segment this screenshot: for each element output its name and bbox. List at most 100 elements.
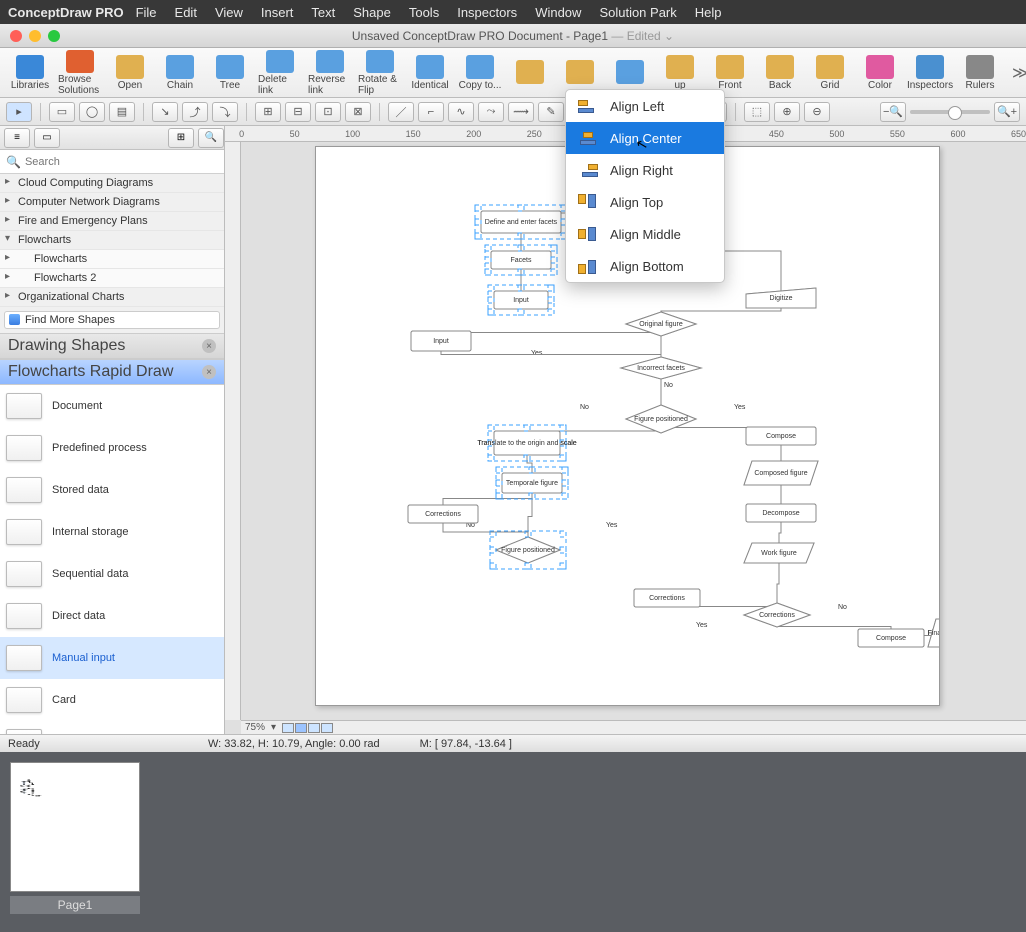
line-tool-2[interactable]: ⌐ (418, 102, 444, 122)
align-align-right[interactable]: Align Right (566, 154, 724, 186)
group-tool-4[interactable]: ⊠ (345, 102, 371, 122)
toolbar-grid[interactable]: Grid (806, 50, 854, 96)
shape-paper-tape[interactable]: Paper tape (0, 721, 224, 734)
toolbar-rulers[interactable]: Rulers (956, 50, 1004, 96)
panel-view-grid[interactable]: ⊞ (168, 128, 194, 148)
svg-text:Facets: Facets (510, 257, 532, 264)
zoom-display[interactable]: 75% (245, 722, 265, 733)
misc-tool-1[interactable]: ⬚ (744, 102, 770, 122)
menu-help[interactable]: Help (695, 5, 722, 20)
lib-flowcharts-rapid-draw[interactable]: Flowcharts Rapid Draw× (0, 359, 224, 385)
svg-text:Decompose: Decompose (762, 510, 799, 517)
align-icon (578, 162, 598, 178)
toolbar-rotate-flip[interactable]: Rotate & Flip (356, 50, 404, 96)
group-tool-2[interactable]: ⊟ (285, 102, 311, 122)
shape-direct-data[interactable]: Direct data (0, 595, 224, 637)
tree-sub-flowcharts[interactable]: Flowcharts (0, 250, 224, 269)
toolbar-tree[interactable]: Tree (206, 50, 254, 96)
tree-item-flowcharts[interactable]: Flowcharts (0, 231, 224, 250)
shape-internal-storage[interactable]: Internal storage (0, 511, 224, 553)
toolbar-btn10[interactable] (506, 50, 554, 96)
group-tool-1[interactable]: ⊞ (255, 102, 281, 122)
misc-tool-2[interactable]: ⊕ (774, 102, 800, 122)
shape-stored-data[interactable]: Stored data (0, 469, 224, 511)
line-tool-1[interactable]: ／ (388, 102, 414, 122)
connector-tool-1[interactable]: ↘ (152, 102, 178, 122)
group-tool-3[interactable]: ⊡ (315, 102, 341, 122)
panel-view-search[interactable]: 🔍 (198, 128, 224, 148)
menu-file[interactable]: File (136, 5, 157, 20)
toolbar-chain[interactable]: Chain (156, 50, 204, 96)
toolbar-libraries[interactable]: Libraries (6, 50, 54, 96)
menu-solution-park[interactable]: Solution Park (599, 5, 676, 20)
zoom-in[interactable]: 🔍+ (994, 102, 1020, 122)
status-mouse: M: [ 97.84, -13.64 ] (420, 738, 580, 750)
shape-predefined-process[interactable]: Predefined process (0, 427, 224, 469)
rect-tool[interactable]: ▭ (49, 102, 75, 122)
lib-close-icon[interactable]: × (202, 339, 216, 353)
toolbar-inspectors[interactable]: Inspectors (906, 50, 954, 96)
svg-text:Input: Input (433, 338, 449, 345)
zoom-slider[interactable] (910, 110, 990, 114)
tree-sub-flowcharts-2[interactable]: Flowcharts 2 (0, 269, 224, 288)
svg-text:Incorrect facets: Incorrect facets (637, 365, 685, 372)
menu-inspectors[interactable]: Inspectors (457, 5, 517, 20)
edited-indicator[interactable]: — Edited ⌄ (611, 29, 674, 43)
text-tool[interactable]: ▤ (109, 102, 135, 122)
page-thumb[interactable]: DrawTake photo recordDefine and enter fa… (10, 762, 140, 914)
tree-item-organizational-charts[interactable]: Organizational Charts (0, 288, 224, 307)
menu-text[interactable]: Text (311, 5, 335, 20)
connector-tool-3[interactable]: ⤵ (212, 102, 238, 122)
find-more-shapes[interactable]: Find More Shapes (4, 311, 220, 329)
toolbar-overflow[interactable]: ≫ (1006, 63, 1026, 83)
menu-shape[interactable]: Shape (353, 5, 391, 20)
shape-thumb-icon (6, 519, 42, 545)
lib-close-icon[interactable]: × (202, 365, 216, 379)
menu-insert[interactable]: Insert (261, 5, 294, 20)
toolbar-open[interactable]: Open (106, 50, 154, 96)
align-icon (578, 258, 598, 274)
shape-manual-input[interactable]: Manual input (0, 637, 224, 679)
line-tool-3[interactable]: ∿ (448, 102, 474, 122)
tree-item-cloud-computing-diagrams[interactable]: Cloud Computing Diagrams (0, 174, 224, 193)
line-tool-5[interactable]: ⟿ (508, 102, 534, 122)
tree-item-fire-and-emergency-plans[interactable]: Fire and Emergency Plans (0, 212, 224, 231)
toolbar-delete-link[interactable]: Delete link (256, 50, 304, 96)
tree-item-computer-network-diagrams[interactable]: Computer Network Diagrams (0, 193, 224, 212)
secondary-toolbar: ▸ ▭ ◯ ▤ ↘ ⤴ ⤵ ⊞ ⊟ ⊡ ⊠ ／ ⌐ ∿ ⤳ ⟿ ✎ ◫ ◪ ◩ … (0, 98, 1026, 126)
svg-text:Input: Input (513, 297, 529, 304)
align-align-bottom[interactable]: Align Bottom (566, 250, 724, 282)
page-tabs[interactable] (282, 723, 334, 733)
toolbar-browse-solutions[interactable]: Browse Solutions (56, 50, 104, 96)
menu-tools[interactable]: Tools (409, 5, 439, 20)
menu-window[interactable]: Window (535, 5, 581, 20)
align-align-middle[interactable]: Align Middle (566, 218, 724, 250)
shape-sequential-data[interactable]: Sequential data (0, 553, 224, 595)
shape-document[interactable]: Document (0, 385, 224, 427)
zoom-out[interactable]: −🔍 (880, 102, 906, 122)
shape-card[interactable]: Card (0, 679, 224, 721)
toolbar-reverse-link[interactable]: Reverse link (306, 50, 354, 96)
toolbar-back[interactable]: Back (756, 50, 804, 96)
menu-view[interactable]: View (215, 5, 243, 20)
toolbar-color[interactable]: Color (856, 50, 904, 96)
svg-text:Compose: Compose (876, 635, 906, 642)
line-tool-4[interactable]: ⤳ (478, 102, 504, 122)
search-input[interactable] (25, 156, 218, 168)
panel-toggle-2[interactable]: ▭ (34, 128, 60, 148)
align-align-top[interactable]: Align Top (566, 186, 724, 218)
connector-tool-2[interactable]: ⤴ (182, 102, 208, 122)
ellipse-tool[interactable]: ◯ (79, 102, 105, 122)
panel-toggle-1[interactable]: ≡ (4, 128, 30, 148)
align-align-left[interactable]: Align Left (566, 90, 724, 122)
misc-tool-3[interactable]: ⊖ (804, 102, 830, 122)
toolbar-identical[interactable]: Identical (406, 50, 454, 96)
line-tool-6[interactable]: ✎ (538, 102, 564, 122)
menubar: ConceptDraw PRO File Edit View Insert Te… (0, 0, 1026, 24)
shape-thumb-icon (6, 687, 42, 713)
align-dropdown: Align LeftAlign CenterAlign RightAlign T… (565, 89, 725, 283)
select-tool[interactable]: ▸ (6, 102, 32, 122)
menu-edit[interactable]: Edit (175, 5, 197, 20)
lib-drawing-shapes[interactable]: Drawing Shapes× (0, 333, 224, 359)
toolbar-copy-to-[interactable]: Copy to... (456, 50, 504, 96)
